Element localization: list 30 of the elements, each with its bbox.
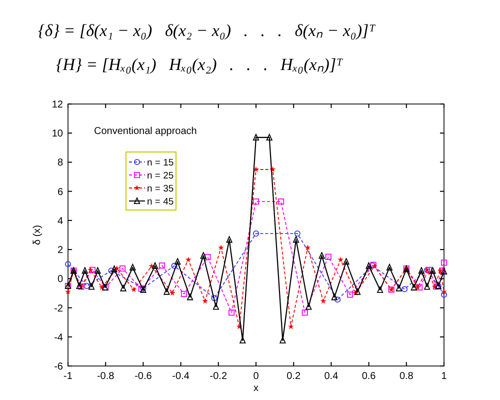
y-tick-label: -6 xyxy=(54,362,64,372)
y-tick-label: -2 xyxy=(54,303,64,314)
x-axis-title: x xyxy=(254,383,258,394)
y-tick-label: 10 xyxy=(52,128,64,140)
x-tick-label: -0.4 xyxy=(172,371,190,382)
legend-label: n = 25 xyxy=(147,170,174,182)
y-tick-label: 4 xyxy=(57,216,64,227)
x-tick-label: 0.8 xyxy=(399,371,414,382)
legend-label: n = 35 xyxy=(147,184,174,194)
y-tick-label: 8 xyxy=(57,158,64,169)
legend-label: n = 45 xyxy=(147,196,174,208)
x-tick-label: 0.2 xyxy=(286,371,301,382)
x-tick-label: -1 xyxy=(64,371,73,382)
x-tick-label: -0.8 xyxy=(96,371,115,382)
annotation: Conventional approach xyxy=(94,126,197,137)
x-tick-label: 0.6 xyxy=(362,371,376,382)
y-tick-label: 6 xyxy=(57,186,64,198)
text: {H} = [Hₓ₀(x₁) Hₓ₀(x₂) . . . Hₓ₀(xₙ)]ᵀ xyxy=(56,55,344,74)
x-tick-label: -0.6 xyxy=(134,371,152,382)
legend-label: n = 15 xyxy=(147,158,174,168)
x-tick-label: 0 xyxy=(253,371,260,382)
y-tick-label: -4 xyxy=(54,332,64,344)
y-tick-label: 2 xyxy=(57,245,64,256)
x-tick-label: 0.4 xyxy=(324,371,339,382)
x-tick-label: 1 xyxy=(441,371,448,382)
text: {δ} = [δ(x₁ − x₀) δ(x₂ − x₀) . . . δ(xₙ − x₀)]ᵀ xyxy=(38,21,376,40)
y-axis-title: δ (x) xyxy=(32,224,43,246)
y-tick-label: 12 xyxy=(52,100,64,110)
x-tick-label: -0.2 xyxy=(210,371,228,382)
y-tick-label: 0 xyxy=(57,274,64,286)
